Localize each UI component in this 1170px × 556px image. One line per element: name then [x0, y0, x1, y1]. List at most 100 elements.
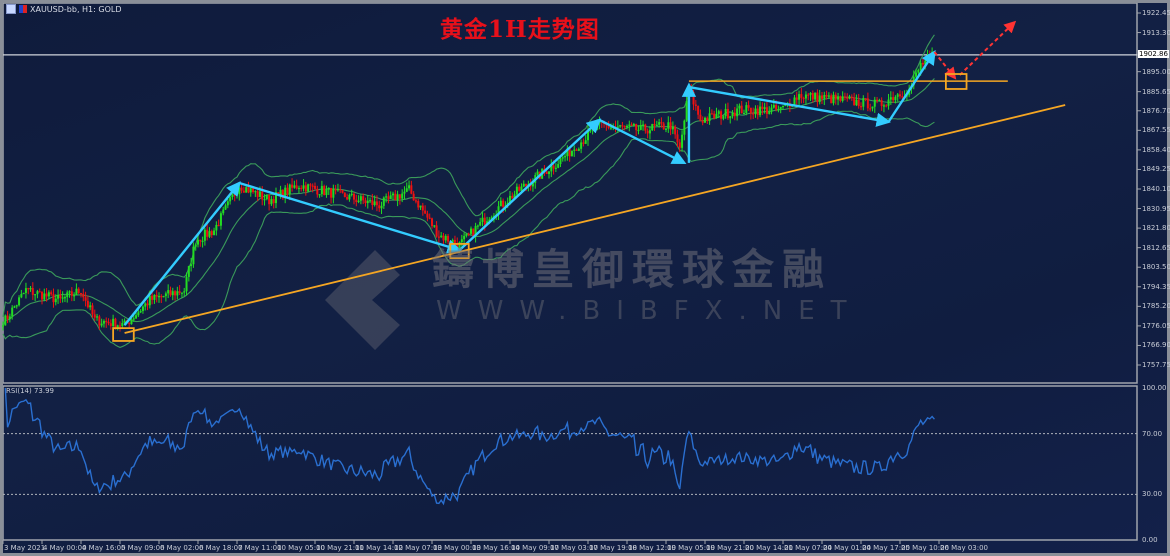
- candle-body: [848, 96, 851, 99]
- x-tick-label: 10 May 21:00: [316, 544, 365, 552]
- candle-body: [497, 206, 500, 215]
- candle-body: [536, 171, 539, 176]
- candle-body: [726, 108, 729, 119]
- x-tick-label: 7 May 11:00: [238, 544, 282, 552]
- candle-body: [199, 239, 202, 242]
- candle-body: [389, 195, 392, 200]
- current-price-label: 1902.86: [1138, 49, 1169, 58]
- candle-body: [91, 305, 94, 315]
- candle-body: [793, 97, 796, 106]
- candle-body: [96, 316, 99, 318]
- candle-body: [332, 189, 335, 198]
- candle-body: [470, 228, 472, 234]
- x-tick-label: 21 May 07:00: [784, 544, 833, 552]
- candle-body: [671, 126, 674, 130]
- candle-body: [401, 193, 404, 199]
- candle-body: [419, 205, 422, 208]
- candle-body: [683, 120, 686, 135]
- candle-body: [873, 99, 876, 107]
- candle-body: [646, 130, 649, 134]
- candle-body: [169, 290, 172, 296]
- candle-body: [297, 187, 300, 190]
- candle-body: [261, 191, 264, 200]
- candle-body: [201, 240, 204, 243]
- candle-body: [626, 125, 628, 128]
- candle-body: [564, 156, 567, 158]
- candle-body: [467, 233, 470, 235]
- candle-body: [256, 191, 259, 198]
- candle-body: [499, 200, 502, 207]
- candle-body: [616, 126, 619, 128]
- x-tick-label: 19 May 21:00: [706, 544, 755, 552]
- candle-body: [839, 96, 842, 101]
- candle-body: [811, 93, 814, 100]
- y-tick-label: 1794.35: [1142, 282, 1170, 291]
- candle-body: [284, 187, 287, 199]
- candle-body: [348, 194, 351, 200]
- candle-body: [54, 298, 57, 303]
- candle-body: [286, 187, 289, 195]
- candle-body: [843, 96, 846, 98]
- candle-body: [70, 291, 73, 296]
- candle-body: [729, 116, 732, 119]
- candle-body: [853, 97, 856, 106]
- candle-body: [759, 106, 762, 116]
- candle-body: [772, 105, 775, 108]
- candle-body: [270, 199, 273, 205]
- candle-body: [22, 292, 25, 295]
- candle-body: [148, 295, 151, 306]
- y-tick-label: 1885.65: [1142, 87, 1170, 96]
- candle-body: [252, 188, 255, 193]
- candle-body: [866, 98, 869, 109]
- candle-body: [114, 318, 117, 329]
- watermark-logo: [325, 250, 400, 350]
- x-tick-label: 14 May 09:00: [511, 544, 560, 552]
- x-tick-label: 5 May 09:00: [121, 544, 165, 552]
- x-tick-label: 17 May 03:00: [550, 544, 599, 552]
- candle-body: [722, 116, 725, 119]
- y-tick-label: 1913.30: [1142, 28, 1170, 37]
- candle-body: [307, 184, 310, 192]
- candle-body: [132, 318, 135, 320]
- x-tick-label: 13 May 00:00: [433, 544, 482, 552]
- candle-body: [11, 307, 14, 317]
- highlight-box: [449, 243, 470, 259]
- x-tick-label: 19 May 05:00: [667, 544, 716, 552]
- candle-body: [442, 235, 445, 241]
- candle-body: [752, 113, 755, 115]
- projection-arrow: [958, 20, 1017, 76]
- candle-body: [550, 165, 553, 172]
- candle-body: [281, 189, 284, 199]
- candle-body: [860, 106, 862, 108]
- x-tick-label: 18 May 12:00: [628, 544, 677, 552]
- highlight-box: [112, 327, 135, 342]
- candle-body: [421, 205, 424, 211]
- candle-body: [782, 105, 784, 108]
- candle-body: [573, 149, 576, 151]
- candle-body: [515, 186, 518, 195]
- candle-body: [375, 201, 378, 206]
- candle-body: [628, 124, 631, 126]
- y-tick-label: 1785.20: [1142, 302, 1170, 311]
- y-tick-label: 1757.75: [1142, 361, 1170, 369]
- candle-body: [763, 107, 766, 109]
- candle-body: [814, 92, 817, 100]
- candle-body: [697, 106, 700, 115]
- candle-body: [18, 297, 21, 306]
- candle-body: [871, 106, 874, 109]
- candle-body: [75, 288, 78, 296]
- candle-body: [167, 290, 170, 294]
- candle-body: [392, 193, 394, 196]
- candle-body: [219, 213, 222, 226]
- candle-body: [428, 217, 431, 219]
- candle-body: [398, 194, 401, 199]
- candle-body: [850, 96, 853, 99]
- candle-body: [747, 105, 750, 108]
- candle-body: [869, 108, 872, 110]
- candle-body: [112, 318, 115, 327]
- candle-body: [336, 189, 339, 191]
- candle-body: [701, 121, 704, 123]
- candle-body: [593, 128, 596, 130]
- candle-body: [178, 291, 181, 294]
